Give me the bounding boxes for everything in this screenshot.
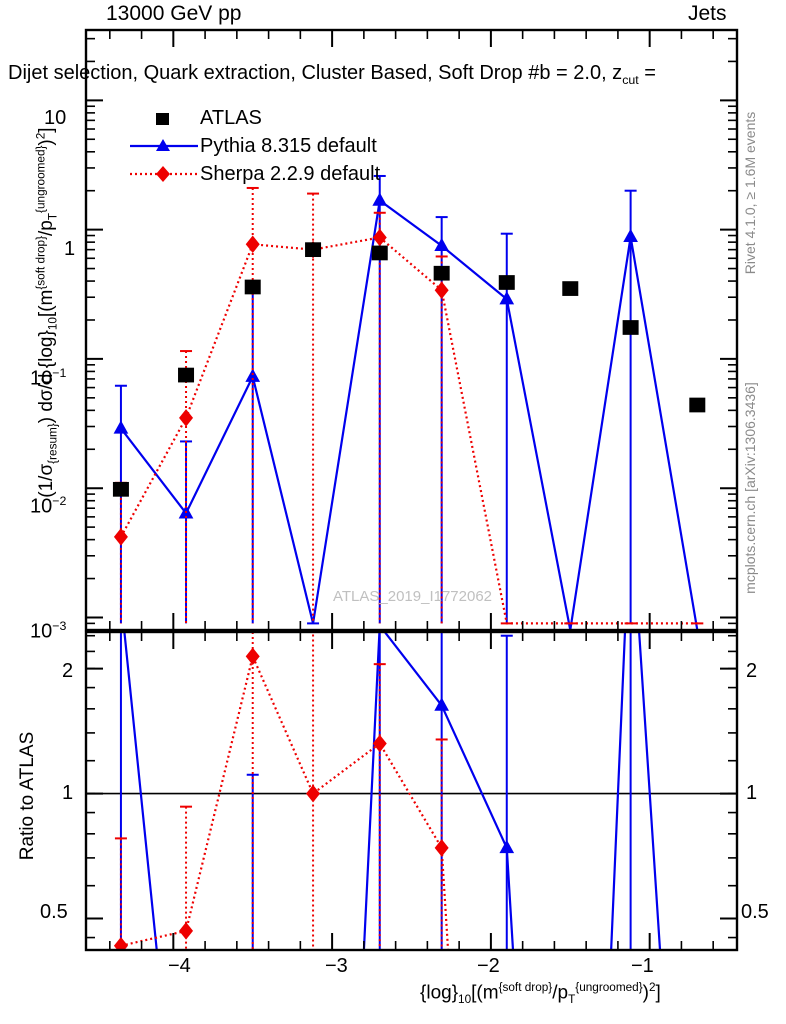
data-marker-triangle bbox=[434, 237, 450, 252]
x-tick-0: −4 bbox=[168, 955, 191, 977]
data-marker-diamond bbox=[434, 281, 449, 299]
y-axis-label-main: (1/σ{resum}) dσ/d {log}10[(m{soft drop}/… bbox=[34, 127, 60, 498]
data-marker-triangle bbox=[372, 192, 388, 206]
panel-frame bbox=[84, 28, 739, 632]
data-marker-diamond bbox=[245, 235, 260, 254]
legend-label-pythia: Pythia 8.315 default bbox=[200, 134, 377, 157]
series-line-diamond bbox=[119, 236, 698, 625]
legend-marker-diamond bbox=[128, 164, 200, 184]
data-marker-square bbox=[622, 320, 639, 335]
data-marker-triangle bbox=[499, 839, 515, 854]
dataset-watermark: ATLAS_2019_I1772062 bbox=[333, 588, 493, 605]
data-marker-square bbox=[244, 279, 261, 295]
data-marker-diamond bbox=[372, 734, 387, 753]
plot-title-main: Dijet selection, Quark extraction, Clust… bbox=[8, 62, 623, 84]
ratio-series-line-triangle bbox=[123, 632, 662, 950]
data-marker-triangle bbox=[623, 228, 638, 243]
data-marker-diamond bbox=[113, 528, 128, 546]
data-marker-diamond bbox=[372, 228, 387, 247]
data-marker-diamond bbox=[179, 409, 194, 427]
y-tick-ratio-right-1: 1 bbox=[746, 782, 758, 804]
legend: ATLAS Pythia 8.315 default Sherpa 2.2.9 … bbox=[128, 104, 380, 188]
y-tick-main-0: 10 bbox=[44, 107, 67, 129]
y-tick-ratio-right-0: 2 bbox=[746, 660, 758, 682]
header-left: 13000 GeV pp bbox=[106, 2, 242, 25]
ratio-series-line-diamond bbox=[120, 652, 450, 950]
y-tick-ratio-right-2: 0.5 bbox=[741, 901, 769, 923]
header-right: Jets bbox=[688, 2, 727, 25]
data-marker-diamond bbox=[113, 937, 128, 950]
y-tick-ratio-left-1: 1 bbox=[62, 782, 74, 804]
legend-marker-triangle bbox=[128, 136, 200, 156]
x-tick-1: −3 bbox=[325, 955, 348, 977]
data-marker-square bbox=[305, 242, 322, 258]
y-tick-main-1: 1 bbox=[64, 238, 76, 260]
y-tick-main-3: 10−2 bbox=[30, 494, 67, 518]
plot-title: Dijet selection, Quark extraction, Clust… bbox=[8, 62, 656, 87]
legend-item-sherpa[interactable]: Sherpa 2.2.9 default bbox=[128, 160, 380, 188]
plot-title-tail: = bbox=[638, 62, 656, 84]
panel-frame bbox=[84, 630, 739, 952]
legend-item-atlas[interactable]: ATLAS bbox=[128, 104, 380, 132]
y-tick-ratio-left-0: 2 bbox=[62, 660, 74, 682]
x-tick-2: −2 bbox=[477, 955, 500, 977]
data-marker-triangle bbox=[499, 291, 515, 305]
data-marker-square bbox=[433, 265, 450, 281]
data-marker-triangle bbox=[245, 368, 261, 382]
data-marker-square bbox=[498, 275, 515, 290]
y-axis-label-ratio: Ratio to ATLAS bbox=[17, 731, 38, 861]
legend-label-atlas: ATLAS bbox=[200, 106, 262, 129]
legend-item-pythia[interactable]: Pythia 8.315 default bbox=[128, 132, 380, 160]
data-marker-square bbox=[112, 481, 129, 497]
data-marker-diamond bbox=[306, 784, 321, 803]
x-tick-3: −1 bbox=[631, 955, 654, 977]
data-marker-square bbox=[178, 367, 195, 383]
data-marker-square bbox=[562, 281, 579, 296]
data-marker-triangle bbox=[434, 697, 450, 711]
data-marker-square bbox=[371, 245, 388, 261]
y-tick-ratio-left-2: 0.5 bbox=[40, 901, 68, 923]
series-line-triangle bbox=[120, 198, 699, 630]
y-tick-main-2: 10−1 bbox=[30, 366, 67, 390]
side-label-mcplots: mcplots.cern.ch [arXiv:1306.3436] bbox=[742, 382, 758, 594]
side-label-rivet: Rivet 4.1.0, ≥ 1.6M events bbox=[742, 111, 758, 275]
legend-label-sherpa: Sherpa 2.2.9 default bbox=[200, 162, 381, 185]
data-marker-diamond bbox=[245, 647, 260, 666]
data-marker-diamond bbox=[179, 922, 194, 940]
y-tick-main-4: 10−3 bbox=[30, 619, 67, 643]
legend-marker-square bbox=[128, 108, 200, 128]
data-marker-triangle bbox=[113, 420, 129, 434]
x-axis-label: {log}10[(m{soft drop}/pT{ungroomed})2] bbox=[420, 981, 661, 1007]
data-marker-square bbox=[689, 397, 706, 413]
plot-title-subscript: cut bbox=[622, 73, 639, 87]
data-marker-diamond bbox=[434, 839, 449, 857]
